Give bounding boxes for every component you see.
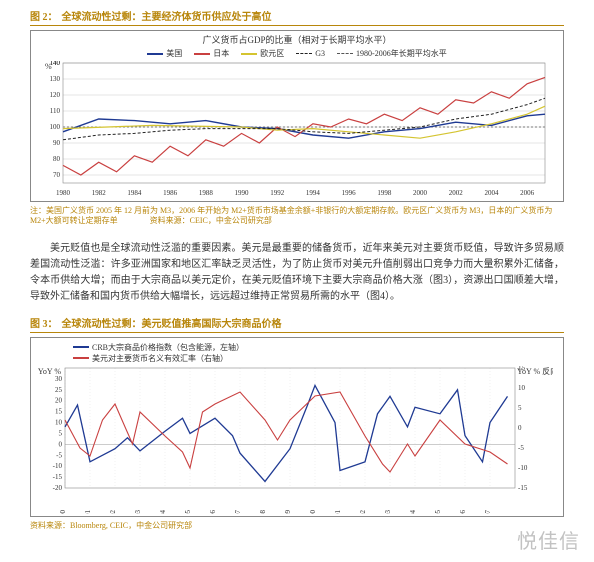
legend-line	[296, 53, 312, 54]
svg-text:1992: 1992	[109, 509, 117, 514]
svg-text:1982: 1982	[92, 189, 107, 197]
legend-label: 欧元区	[260, 48, 284, 59]
svg-text:-20: -20	[53, 484, 63, 492]
svg-text:-5: -5	[56, 451, 62, 459]
legend-item: 1980-2006年长期平均水平	[337, 48, 447, 59]
svg-text:20: 20	[55, 397, 63, 405]
chart2-title: 图 2： 全球流动性过剩：主要经济体货币供应处于高位	[30, 8, 564, 26]
svg-text:2002: 2002	[359, 509, 367, 514]
svg-text:-15: -15	[518, 484, 528, 492]
legend-line	[337, 53, 353, 54]
chart3-title: 图 3： 全球流动性过剩：美元贬值推高国际大宗商品价格	[30, 315, 564, 333]
svg-text:120: 120	[50, 91, 61, 99]
chart3-legend: CRB大宗商品价格指数（包含能源，左轴）美元对主要货币名义有效汇率（右轴）	[33, 342, 561, 364]
chart2-text: 全球流动性过剩：主要经济体货币供应处于高位	[62, 8, 272, 23]
legend-item: 美国	[147, 48, 182, 59]
svg-text:1996: 1996	[209, 509, 217, 514]
watermark: 悦佳信	[517, 525, 580, 554]
svg-text:100: 100	[50, 123, 61, 131]
svg-text:-10: -10	[518, 464, 528, 472]
legend-line	[73, 357, 89, 359]
svg-text:-10: -10	[53, 462, 63, 470]
chart2-footnote: 注：美国广义货币 2005 年 12 月前为 M3，2006 年开始为 M2+货…	[30, 206, 564, 227]
svg-text:1997: 1997	[234, 509, 242, 514]
legend-label: 1980-2006年长期平均水平	[356, 48, 447, 59]
svg-text:2000: 2000	[413, 189, 428, 197]
svg-text:-15: -15	[53, 473, 63, 481]
svg-text:1998: 1998	[377, 189, 392, 197]
svg-text:10: 10	[55, 418, 63, 426]
chart2-box: 广义货币占GDP的比重（相对于长期平均水平） 美国 日本 欧元区 G3 1980-200…	[30, 30, 564, 202]
chart3-source: 资料来源：Bloomberg, CEIC，中金公司研究部	[30, 520, 564, 531]
svg-text:2004: 2004	[409, 509, 417, 514]
svg-text:2002: 2002	[449, 189, 464, 197]
svg-text:0: 0	[59, 440, 63, 448]
svg-text:YoY % 反向: YoY % 反向	[517, 366, 553, 376]
chart3-svg: -20-15-10-5051015202530-15-10-5051015YoY…	[33, 366, 553, 514]
legend-item: 日本	[194, 48, 229, 59]
legend-line	[194, 53, 210, 55]
legend-item: 欧元区	[241, 48, 284, 59]
svg-text:1990: 1990	[59, 509, 67, 514]
chart2-inner-title: 广义货币占GDP的比重（相对于长期平均水平）	[33, 33, 561, 46]
svg-text:10: 10	[518, 384, 526, 392]
svg-text:30: 30	[55, 375, 63, 383]
svg-text:2006: 2006	[459, 509, 467, 514]
legend-label: 美元对主要货币名义有效汇率（右轴）	[92, 353, 228, 364]
chart3-text: 全球流动性过剩：美元贬值推高国际大宗商品价格	[62, 315, 282, 330]
svg-text:1995: 1995	[184, 509, 192, 514]
legend-label: 日本	[213, 48, 229, 59]
chart3-num: 图 3：	[30, 315, 58, 330]
svg-text:110: 110	[50, 107, 61, 115]
svg-text:2001: 2001	[334, 509, 342, 514]
svg-text:70: 70	[53, 171, 61, 179]
svg-text:90: 90	[53, 139, 61, 147]
chart2-svg: 708090100110120130140140%198019821984198…	[33, 61, 553, 199]
svg-text:1992: 1992	[270, 189, 285, 197]
svg-text:1996: 1996	[342, 189, 357, 197]
svg-text:2005: 2005	[434, 509, 442, 514]
chart3-box: CRB大宗商品价格指数（包含能源，左轴）美元对主要货币名义有效汇率（右轴） -2…	[30, 337, 564, 517]
svg-text:1994: 1994	[159, 509, 167, 514]
chart2-num: 图 2：	[30, 8, 58, 23]
svg-text:1980: 1980	[56, 189, 71, 197]
svg-text:%: %	[45, 62, 52, 71]
svg-text:2006: 2006	[520, 189, 535, 197]
svg-text:25: 25	[55, 386, 63, 394]
legend-label: CRB大宗商品价格指数（包含能源，左轴）	[92, 342, 244, 353]
svg-text:130: 130	[50, 75, 61, 83]
svg-text:1998: 1998	[259, 509, 267, 514]
svg-text:1986: 1986	[163, 189, 178, 197]
svg-text:1990: 1990	[235, 189, 250, 197]
svg-text:1984: 1984	[127, 189, 142, 197]
svg-text:2004: 2004	[484, 189, 499, 197]
legend-item: CRB大宗商品价格指数（包含能源，左轴）	[73, 342, 244, 353]
svg-text:1993: 1993	[134, 509, 142, 514]
legend-line	[73, 346, 89, 348]
svg-text:2000: 2000	[309, 509, 317, 514]
legend-label: G3	[315, 49, 325, 58]
svg-text:2003: 2003	[384, 509, 392, 514]
svg-text:80: 80	[53, 155, 61, 163]
legend-label: 美国	[166, 48, 182, 59]
legend-line	[147, 53, 163, 55]
svg-text:-5: -5	[518, 444, 524, 452]
svg-text:1988: 1988	[199, 189, 214, 197]
chart2-legend: 美国 日本 欧元区 G3 1980-2006年长期平均水平	[33, 48, 561, 59]
svg-text:1994: 1994	[306, 189, 321, 197]
svg-text:2007: 2007	[484, 509, 492, 514]
svg-text:5: 5	[518, 404, 522, 412]
svg-text:1999: 1999	[284, 509, 292, 514]
svg-text:0: 0	[518, 424, 522, 432]
legend-line	[241, 53, 257, 55]
legend-item: 美元对主要货币名义有效汇率（右轴）	[73, 353, 228, 364]
svg-text:15: 15	[55, 407, 63, 415]
body-paragraph: 美元贬值也是全球流动性泛滥的重要因素。美元是最重要的储备货币，近年来美元对主要货…	[30, 241, 564, 305]
svg-text:5: 5	[59, 429, 63, 437]
svg-text:YoY %: YoY %	[38, 367, 61, 376]
svg-text:1991: 1991	[84, 509, 92, 514]
legend-item: G3	[296, 48, 325, 59]
